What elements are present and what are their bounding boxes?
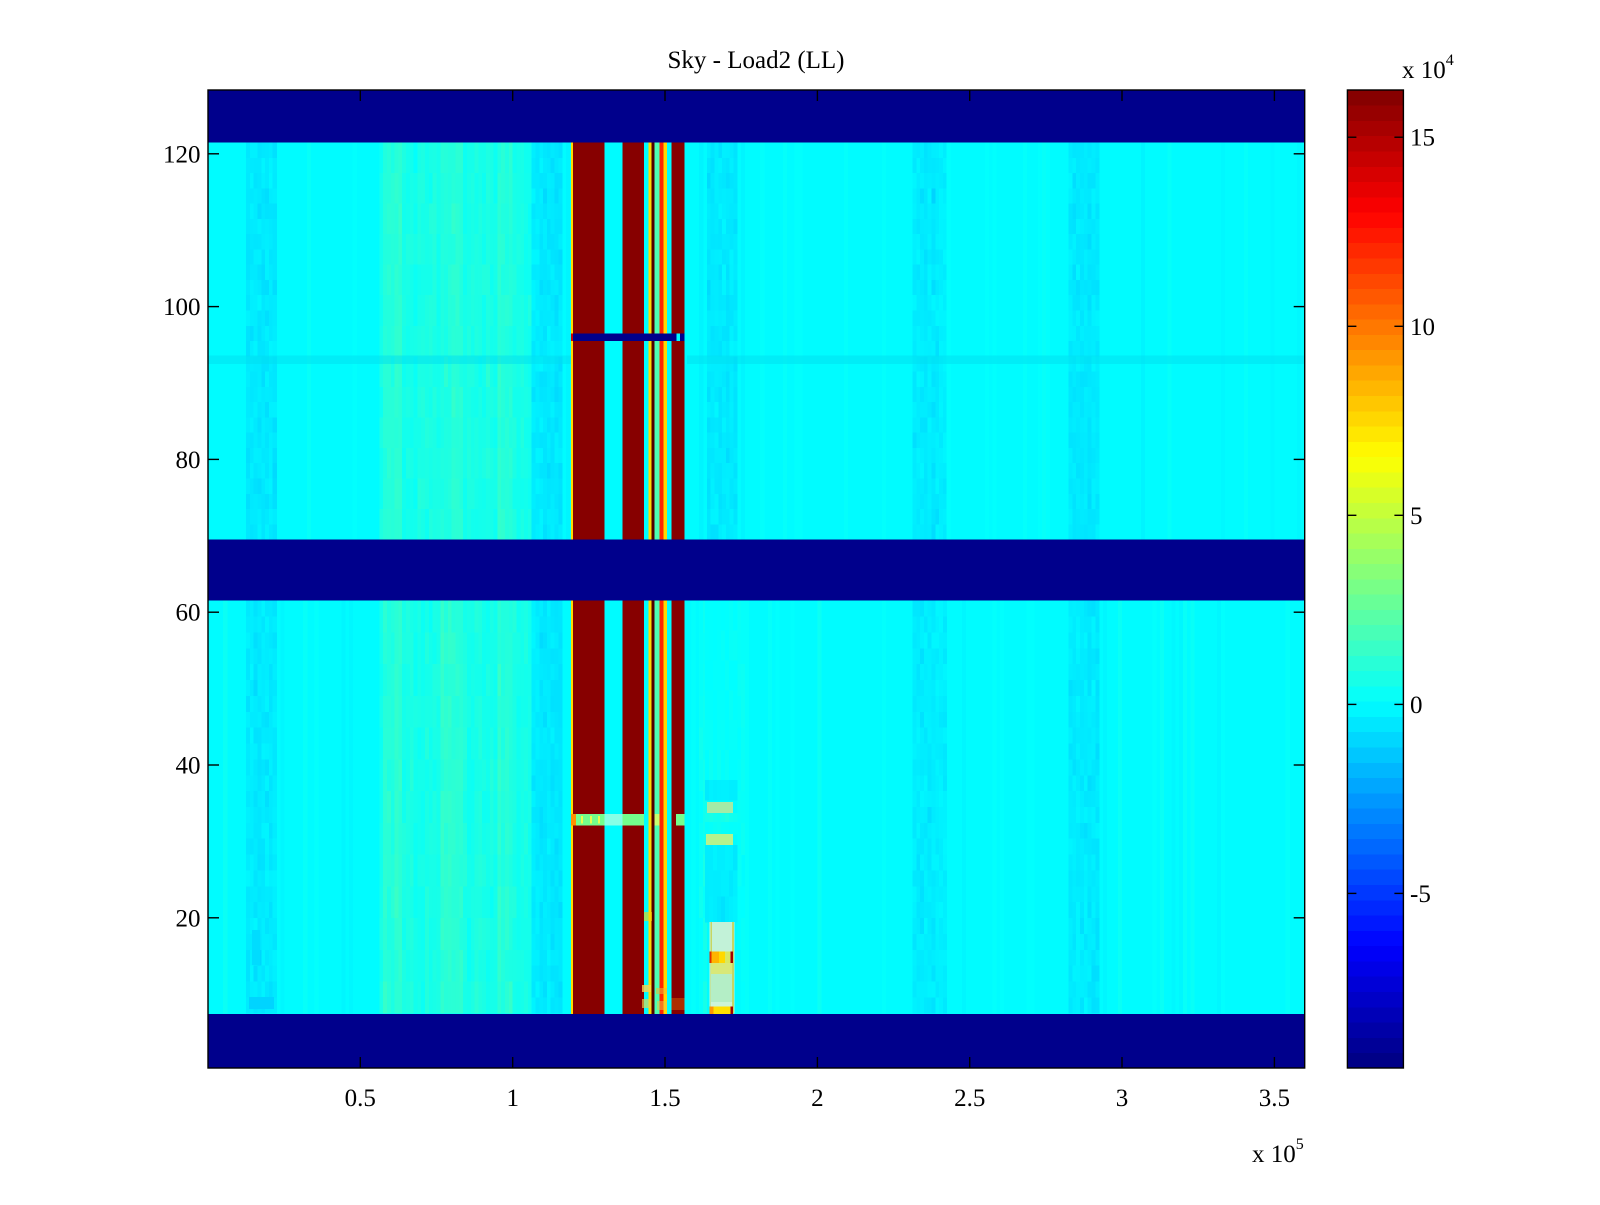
svg-text:1.5: 1.5 — [649, 1085, 680, 1112]
svg-text:x 104: x 104 — [1402, 52, 1454, 84]
svg-text:10: 10 — [1410, 314, 1435, 341]
svg-text:3.5: 3.5 — [1259, 1085, 1290, 1112]
svg-text:5: 5 — [1410, 503, 1423, 530]
svg-text:2.5: 2.5 — [954, 1085, 985, 1112]
svg-text:60: 60 — [176, 600, 201, 627]
svg-text:40: 40 — [176, 753, 201, 780]
svg-text:0: 0 — [1410, 692, 1423, 719]
svg-text:15: 15 — [1410, 125, 1435, 152]
svg-text:100: 100 — [163, 294, 201, 321]
svg-text:-5: -5 — [1410, 881, 1431, 908]
svg-text:80: 80 — [176, 447, 201, 474]
svg-text:Sky - Load2 (LL): Sky - Load2 (LL) — [667, 47, 844, 74]
svg-text:1: 1 — [506, 1085, 519, 1112]
svg-text:0.5: 0.5 — [345, 1085, 376, 1112]
svg-text:120: 120 — [163, 141, 201, 168]
svg-text:2: 2 — [811, 1085, 824, 1112]
svg-text:x 105: x 105 — [1252, 1136, 1304, 1168]
svg-text:3: 3 — [1116, 1085, 1129, 1112]
svg-text:20: 20 — [176, 905, 201, 932]
